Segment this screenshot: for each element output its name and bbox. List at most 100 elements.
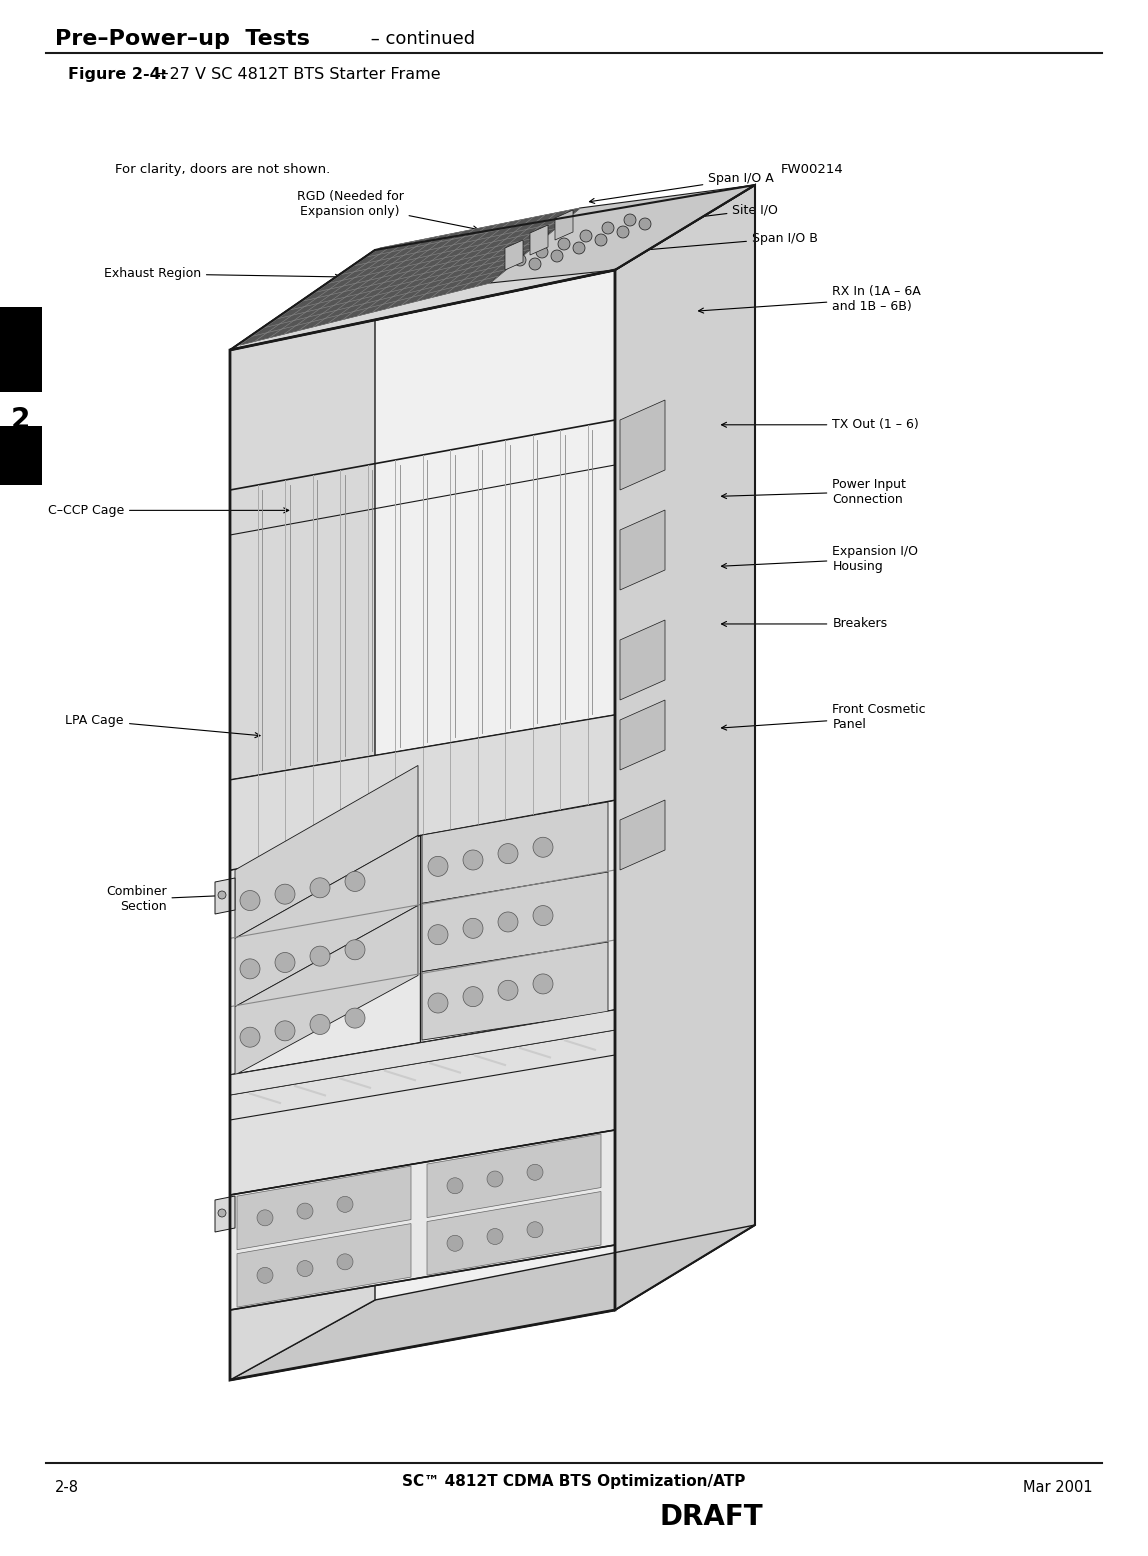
Polygon shape [530,226,548,255]
Text: C–CCP Cage: C–CCP Cage [48,504,289,517]
Circle shape [487,1229,503,1245]
Polygon shape [427,1192,602,1274]
Circle shape [602,223,614,233]
Polygon shape [230,716,615,870]
Bar [0,426,42,485]
Text: Span I/O A: Span I/O A [589,173,774,204]
Polygon shape [236,1223,411,1307]
Circle shape [240,958,259,979]
Polygon shape [230,251,375,1380]
Polygon shape [620,619,665,700]
Text: For clarity, doors are not shown.: For clarity, doors are not shown. [115,163,331,176]
Circle shape [310,878,329,898]
Text: Front Cosmetic
Panel: Front Cosmetic Panel [721,703,926,731]
Polygon shape [235,906,418,1075]
Text: Breakers: Breakers [722,618,887,630]
Text: 2: 2 [11,406,30,434]
Text: FW00214: FW00214 [781,163,844,176]
Polygon shape [230,185,755,350]
Text: TX Out (1 – 6): TX Out (1 – 6) [722,419,920,431]
Text: DRAFT: DRAFT [660,1503,763,1531]
Polygon shape [230,271,615,1380]
Circle shape [529,258,541,271]
Text: Exhaust Region: Exhaust Region [103,268,341,280]
Circle shape [257,1211,273,1226]
Polygon shape [505,240,523,271]
Polygon shape [230,1030,615,1195]
Circle shape [551,251,563,261]
Polygon shape [230,800,615,1075]
Text: Mar 2001: Mar 2001 [1023,1480,1093,1495]
Circle shape [463,987,483,1007]
Circle shape [310,946,329,966]
Circle shape [533,906,553,926]
Polygon shape [215,878,235,913]
Polygon shape [422,941,608,1039]
Circle shape [218,1209,226,1217]
Circle shape [498,843,518,864]
Circle shape [276,952,295,972]
Polygon shape [615,185,755,1310]
Polygon shape [620,400,665,490]
Polygon shape [554,210,573,240]
Circle shape [447,1235,463,1251]
Circle shape [257,1267,273,1284]
Polygon shape [620,700,665,770]
Polygon shape [620,510,665,590]
Circle shape [346,871,365,892]
Circle shape [310,1015,329,1035]
Polygon shape [422,871,608,972]
Circle shape [276,1021,295,1041]
Circle shape [625,215,636,226]
Circle shape [428,993,448,1013]
Text: 2-8: 2-8 [55,1480,79,1495]
Bar [0,307,42,392]
Circle shape [533,974,553,994]
Polygon shape [230,1010,615,1095]
Circle shape [338,1254,352,1270]
Polygon shape [240,209,580,345]
Circle shape [218,892,226,899]
Text: Site I/O: Site I/O [606,204,778,230]
Text: Power Input
Connection: Power Input Connection [722,478,906,506]
Polygon shape [230,1130,615,1310]
Text: Pre–Power–up  Tests: Pre–Power–up Tests [55,30,310,48]
Circle shape [639,218,651,230]
Circle shape [580,230,592,243]
Circle shape [514,254,526,266]
Text: +27 V SC 4812T BTS Starter Frame: +27 V SC 4812T BTS Starter Frame [150,67,441,82]
Circle shape [573,243,585,254]
Polygon shape [230,1225,755,1380]
Circle shape [463,918,483,938]
Polygon shape [236,1165,411,1249]
Polygon shape [620,800,665,870]
Circle shape [487,1172,503,1187]
Circle shape [536,246,548,258]
Text: LPA Cage: LPA Cage [65,714,261,738]
Polygon shape [235,836,418,1007]
Polygon shape [235,766,418,938]
Polygon shape [422,801,608,904]
Circle shape [498,912,518,932]
Circle shape [527,1164,543,1181]
Circle shape [297,1203,313,1218]
Circle shape [428,856,448,876]
Circle shape [338,1197,352,1212]
Circle shape [240,1027,259,1047]
Circle shape [297,1260,313,1276]
Circle shape [276,884,295,904]
Circle shape [240,890,259,910]
Circle shape [533,837,553,857]
Text: RX In (1A – 6A
and 1B – 6B): RX In (1A – 6A and 1B – 6B) [698,285,921,313]
Circle shape [346,940,365,960]
Polygon shape [215,1197,235,1232]
Text: SC™ 4812T CDMA BTS Optimization/ATP: SC™ 4812T CDMA BTS Optimization/ATP [402,1474,746,1489]
Text: Span I/O B: Span I/O B [623,232,817,254]
Circle shape [616,226,629,238]
Circle shape [558,238,571,251]
Circle shape [595,233,607,246]
Circle shape [527,1221,543,1237]
Text: RGD (Needed for
Expansion only): RGD (Needed for Expansion only) [296,190,479,230]
Circle shape [428,924,448,944]
Text: Expansion I/O
Housing: Expansion I/O Housing [722,545,918,573]
